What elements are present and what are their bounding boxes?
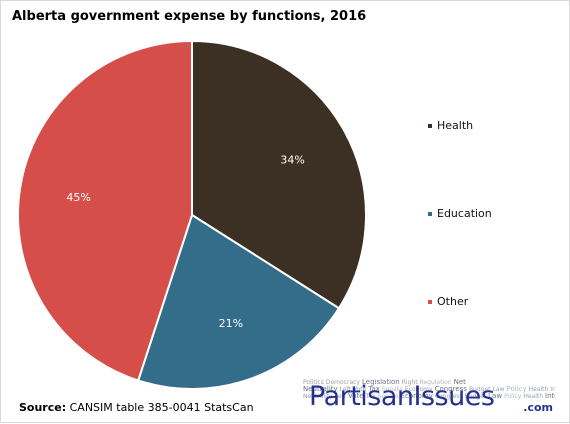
logo-word: Health (523, 393, 544, 400)
logo-word: Tax (368, 385, 380, 393)
logo-word: Vote (352, 386, 367, 393)
slice-label-other: 45% (66, 191, 90, 204)
logo-word: Legislation (361, 379, 400, 386)
logo-word: Economy (404, 386, 433, 393)
logo-word: Democracy (325, 379, 360, 386)
legend-swatch (428, 123, 432, 128)
legend-item-health: Health (428, 119, 473, 132)
logo-word: Senate (381, 386, 403, 393)
logo-word: Budget (468, 386, 491, 393)
legend-label: Other (437, 295, 469, 308)
logo-word: Congress (434, 393, 463, 400)
logo-word: Congress (434, 385, 467, 393)
logo-word: Health (528, 386, 549, 393)
logo-word: Tax (365, 393, 376, 400)
chart-title: Alberta government expense by functions,… (12, 9, 367, 24)
logo-word: Net Neutrality (303, 379, 466, 393)
logo-word: Budget (464, 393, 487, 400)
logo-word: Right (401, 379, 418, 386)
logo-word-cloud: Politics Democracy Legislation Right Regulat… (303, 379, 555, 417)
logo-word: Vote (348, 392, 364, 400)
logo-word: Economy (400, 392, 433, 400)
logo-word: Internet (545, 392, 555, 400)
logo-word: Law (492, 386, 505, 393)
legend-swatch (428, 211, 432, 216)
pie-slice-other (16, 39, 193, 382)
source-text: CANSIM table 385-0041 StatsCan (69, 401, 254, 414)
legend-item-education: Education (428, 207, 492, 220)
logo-word: Left (339, 386, 351, 393)
logo-word: Law (488, 392, 503, 400)
legend-label: Health (437, 119, 474, 132)
slice-label-health: 34% (280, 154, 304, 167)
logo-word: Senate (377, 393, 399, 400)
logo-word: Policy (504, 393, 522, 400)
legend-swatch (428, 299, 432, 304)
pie-slice-education (136, 213, 341, 390)
logo-word: Internet (550, 386, 555, 393)
legend-item-other: Other (428, 295, 468, 308)
legend-label: Education (437, 207, 492, 220)
slice-label-education: 21% (219, 317, 243, 330)
logo-word: Regulation (419, 379, 452, 386)
logo-word: Policy (506, 385, 527, 393)
partisanissues-logo: Politics Democracy Legislation Right Regulat… (303, 379, 555, 417)
source-label: Source: (19, 401, 67, 414)
logo-word: Net Neutrality (303, 393, 333, 400)
source-note: Source: CANSIM table 385-0041 StatsCan (19, 401, 254, 414)
logo-text: PartisanIssues (309, 381, 495, 412)
logo-suffix: .com (523, 401, 553, 414)
logo-word: Left (334, 393, 347, 400)
logo-word: Politics (303, 379, 324, 386)
